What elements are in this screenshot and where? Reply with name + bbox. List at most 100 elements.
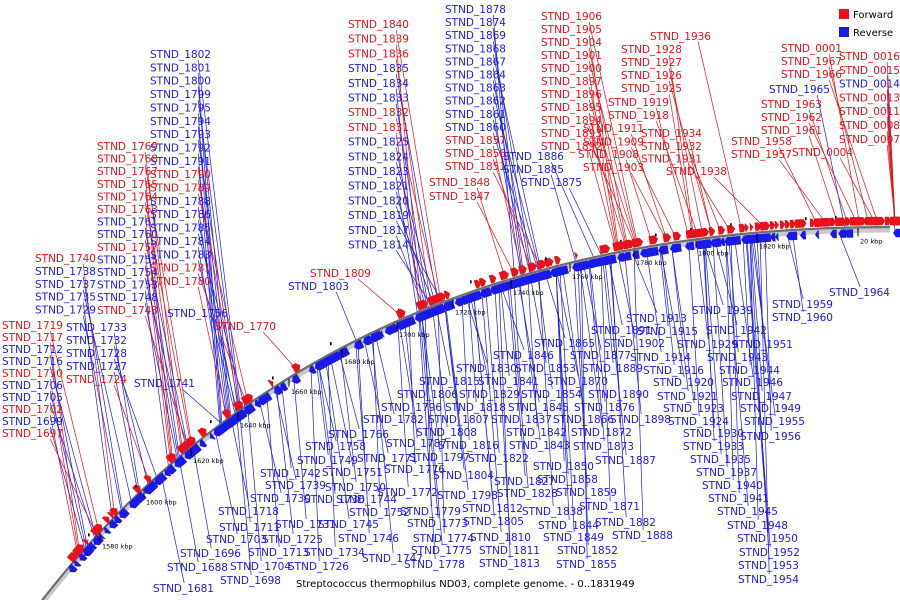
gene-label: STND_1803 [288, 281, 349, 293]
gene-label: STND_1914 [630, 352, 691, 364]
gene-label: STND_1794 [150, 116, 211, 128]
forward-gene-arrow [604, 244, 611, 253]
gene-label: STND_1704 [230, 561, 291, 573]
gene-label: STND_1871 [579, 501, 640, 513]
gene-leader-line [580, 268, 588, 560]
gene-leader-line [704, 246, 724, 306]
gene-leader-line [589, 266, 606, 403]
reverse-gene-arrow [645, 247, 654, 257]
gene-label: STND_1873 [573, 441, 634, 453]
gene-label: STND_1724 [66, 374, 127, 386]
gene-label: STND_1956 [740, 431, 801, 443]
gene-leader-line [375, 338, 395, 415]
gene-label: STND_1937 [696, 467, 757, 479]
gene-leader-line [588, 138, 635, 244]
reverse-gene-arrow [617, 252, 626, 262]
gene-label: STND_1741 [134, 378, 195, 390]
scale-tick-label: 1820 kbp [759, 243, 790, 251]
gene-label: STND_0016 [839, 51, 900, 63]
reverse-gene-arrow [800, 230, 807, 240]
forward-gene-arrow [132, 484, 141, 494]
forward-gene-arrow [101, 516, 110, 524]
gene-label: STND_1725 [262, 534, 323, 546]
reverse-gene-arrow [326, 355, 335, 365]
forward-gene-arrow [81, 539, 89, 546]
scale-tick-label: 1700 kbp [399, 331, 430, 339]
gene-label: STND_1727 [66, 361, 127, 373]
gene-label: STND_1964 [829, 287, 890, 299]
gene-leader-line [461, 303, 470, 441]
gene-label: STND_1896 [541, 89, 602, 101]
gene-leader-line [646, 254, 662, 353]
legend-reverse-label: Reverse [853, 28, 893, 39]
gene-leader-line [399, 327, 413, 403]
gene-leader-line [144, 227, 181, 463]
gene-leader-line [397, 328, 409, 488]
gene-label: STND_1878 [445, 4, 506, 16]
gene-label: STND_1889 [582, 363, 643, 375]
gene-leader-line [395, 29, 441, 298]
gene-label: STND_1816 [438, 440, 499, 452]
gene-label: STND_1776 [384, 464, 445, 476]
reverse-gene-arrow [703, 239, 710, 249]
gene-label: STND_1893 [541, 128, 602, 140]
gene-leader-line [408, 323, 416, 465]
gene-leader-line [492, 67, 524, 282]
forward-gene-arrow [185, 436, 196, 447]
gene-label: STND_1934 [641, 128, 702, 140]
gene-leader-line [816, 94, 847, 234]
gene-label: STND_1966 [781, 69, 842, 81]
gene-label: STND_1812 [462, 503, 523, 515]
gene-label: STND_1946 [722, 377, 783, 389]
gene-label: STND_1711 [219, 522, 280, 534]
gene-leader-line [316, 369, 329, 456]
gene-leader-line [340, 356, 357, 483]
reverse-gene-arrow [214, 426, 224, 437]
legend: Forward Reverse [839, 9, 893, 39]
forward-gene-arrow [754, 222, 762, 231]
gene-label: STND_1916 [643, 365, 704, 377]
gene-leader-line [144, 240, 190, 455]
gene-leader-line [395, 132, 420, 306]
gene-label: STND_1765 [97, 179, 158, 191]
gene-leader-line [704, 246, 722, 455]
gene-label: STND_1827 [494, 476, 555, 488]
gene-leader-line [144, 202, 191, 442]
forward-gene-arrow [574, 251, 578, 260]
gene-leader-line [82, 315, 123, 516]
gene-leader-line [445, 308, 460, 415]
gene-leader-line [734, 242, 754, 378]
gene-label: STND_1771 [357, 453, 418, 465]
gene-label: STND_1869 [445, 30, 506, 42]
gene-label: STND_1962 [761, 112, 822, 124]
gene-label: STND_1706 [2, 380, 63, 392]
gene-leader-line [395, 176, 419, 319]
gene-leader-line [492, 80, 533, 279]
gene-leader-line [432, 314, 448, 428]
feature-marker [545, 257, 547, 261]
gene-label: STND_1960 [772, 312, 833, 324]
gene-label: STND_1790 [150, 169, 211, 181]
reverse-gene-arrow [136, 491, 147, 502]
gene-leader-line [588, 21, 638, 243]
gene-leader-line [372, 340, 381, 508]
gene-leader-line [49, 390, 88, 553]
gene-label: STND_1810 [470, 532, 531, 544]
reverse-gene-arrow [687, 241, 694, 251]
gene-label: STND_1888 [612, 530, 673, 542]
gene-label: STND_1867 [445, 56, 506, 68]
reverse-gene-arrow [609, 254, 617, 264]
reverse-gene-arrow [223, 420, 232, 430]
gene-label: STND_1729 [35, 305, 96, 317]
gene-label: STND_1703 [206, 534, 267, 546]
gene-label: STND_1846 [493, 350, 554, 362]
forward-gene-arrow [176, 444, 186, 455]
gene-label: STND_1792 [150, 142, 211, 154]
gene-label: STND_1862 [445, 96, 506, 108]
gene-label: STND_1855 [556, 559, 617, 571]
gene-label: STND_1828 [497, 488, 558, 500]
gene-leader-line [197, 59, 242, 416]
gene-leader-line [419, 319, 439, 519]
gene-leader-line [688, 151, 721, 231]
gene-leader-line [600, 263, 611, 502]
